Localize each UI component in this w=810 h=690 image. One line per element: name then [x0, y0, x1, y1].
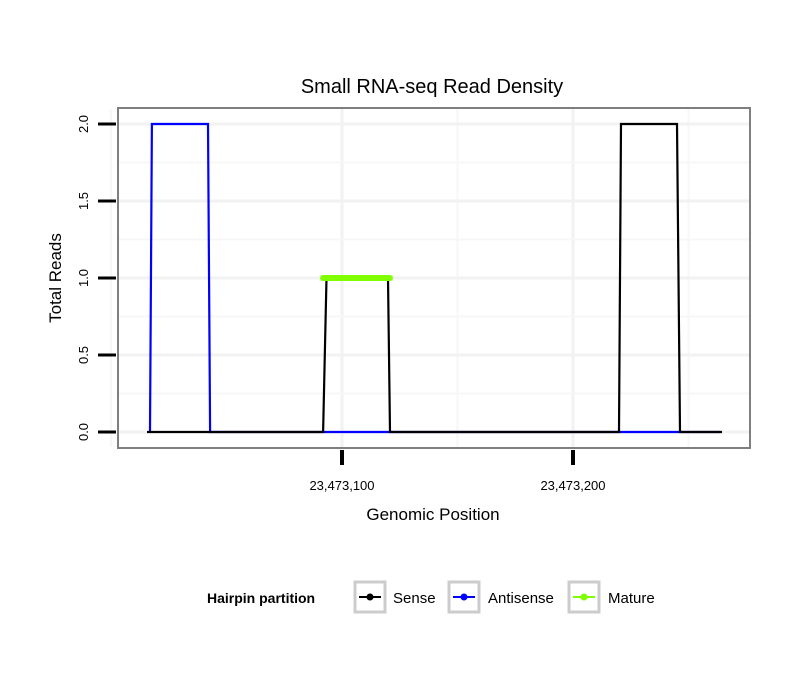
series-layer	[147, 122, 722, 434]
y-tick-label: 1.5	[76, 192, 91, 210]
y-axis-label: Total Reads	[46, 233, 65, 323]
plot-panel-border	[117, 107, 751, 449]
series-line-sense	[147, 122, 722, 434]
legend-key-box	[353, 580, 387, 614]
legend-item-sense: Sense	[353, 580, 436, 614]
grid	[110, 109, 749, 447]
x-tick-label: 23,473,200	[540, 478, 605, 493]
legend-item-mature: Mature	[567, 580, 655, 614]
y-tick-label: 1.0	[76, 269, 91, 287]
chart-title: Small RNA-seq Read Density	[301, 76, 563, 98]
legend-label: Sense	[393, 590, 436, 607]
y-tick-label: 2.0	[76, 115, 91, 133]
series-line-antisense	[148, 122, 721, 434]
legend-label: Mature	[608, 590, 655, 607]
legend-key-dot	[580, 593, 588, 601]
legend-key-dot	[460, 593, 468, 601]
x-axis-label: Genomic Position	[366, 505, 499, 524]
legend-item-antisense: Antisense	[447, 580, 554, 614]
y-axis: 0.0 0.5 1.0 1.5 2.0	[76, 115, 116, 441]
x-tick-label: 23,473,100	[309, 478, 374, 493]
legend: Hairpin partition Sense Antisense Mature	[207, 580, 655, 614]
x-axis: 23,473,100 23,473,200	[309, 450, 606, 493]
legend-key-dot	[366, 593, 374, 601]
legend-title: Hairpin partition	[207, 590, 315, 606]
y-tick-label: 0.5	[76, 346, 91, 364]
y-tick-label: 0.0	[76, 423, 91, 441]
legend-label: Antisense	[488, 590, 554, 607]
